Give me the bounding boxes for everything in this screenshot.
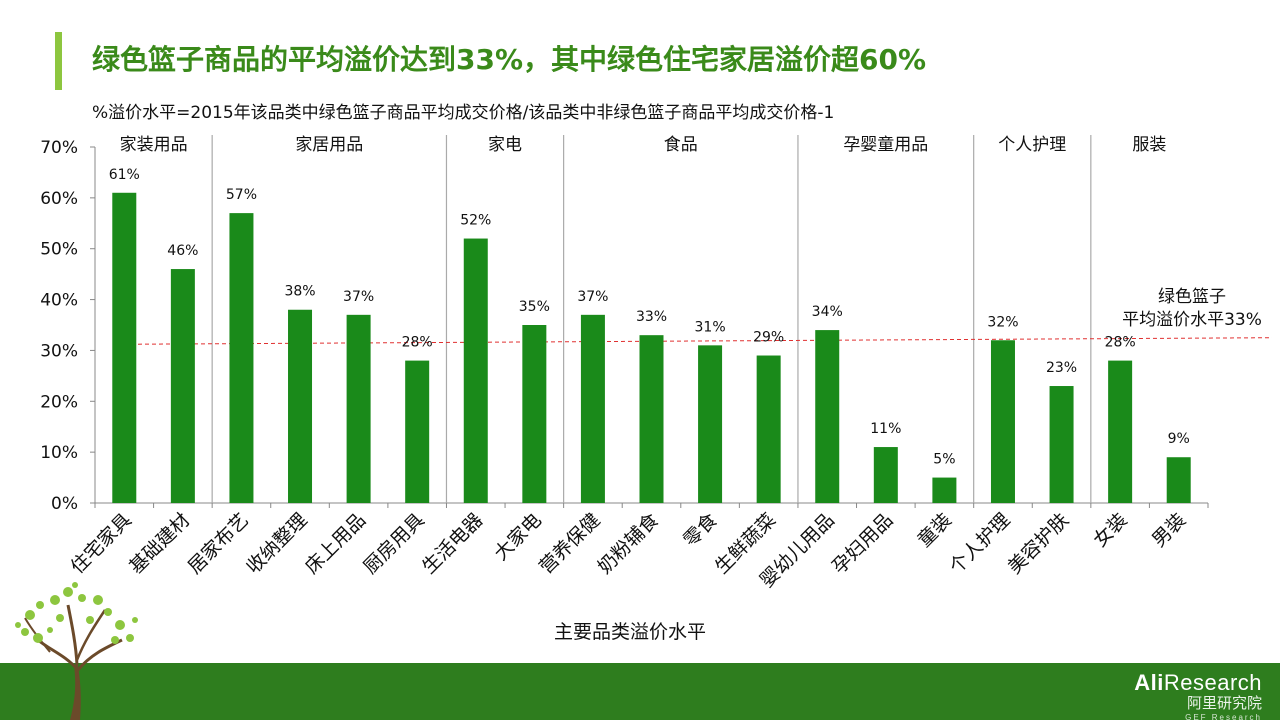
data-label: 11% (870, 421, 901, 437)
logo-sub: GEF Research (1185, 713, 1262, 722)
data-label: 37% (343, 289, 374, 305)
x-tick-label: 床上用品 (301, 509, 370, 578)
bar (346, 314, 371, 503)
page-title: 绿色篮子商品的平均溢价达到33%，其中绿色住宅家居溢价超60% (92, 43, 927, 76)
y-tick-label: 20% (40, 392, 78, 412)
x-tick-label: 男装 (1148, 509, 1190, 551)
group-label: 孕婴童用品 (843, 135, 928, 155)
data-label: 28% (1105, 335, 1136, 351)
group-label: 食品 (664, 135, 698, 155)
x-tick-label: 孕妇用品 (828, 509, 897, 578)
x-tick-label: 基础建材 (125, 509, 194, 578)
tree-logo-icon (15, 582, 138, 720)
y-tick-label: 0% (51, 494, 78, 514)
x-tick-label: 营养保健 (535, 509, 604, 578)
bar (112, 192, 137, 503)
data-label: 57% (226, 187, 257, 203)
data-label: 31% (695, 319, 726, 335)
x-tick-label: 美容护肤 (1004, 509, 1073, 578)
group-label: 服装 (1132, 135, 1166, 155)
data-label: 5% (933, 452, 955, 468)
data-label: 9% (1168, 431, 1190, 447)
data-label: 33% (636, 309, 667, 325)
bar (1108, 360, 1133, 503)
bar (639, 335, 664, 503)
data-label: 35% (519, 299, 550, 315)
data-label: 28% (402, 335, 433, 351)
y-tick-label: 50% (40, 240, 78, 260)
data-label: 37% (577, 289, 608, 305)
bar (698, 345, 723, 503)
data-label: 23% (1046, 360, 1077, 376)
data-label: 38% (284, 284, 315, 300)
x-tick-label: 住宅家具 (67, 509, 136, 578)
bar (990, 340, 1015, 503)
page-subtitle: %溢价水平=2015年该品类中绿色篮子商品平均成交价格/该品类中非绿色篮子商品平… (92, 103, 835, 123)
y-tick-label: 70% (40, 138, 78, 158)
bar (873, 447, 898, 503)
x-tick-label: 女装 (1089, 509, 1131, 551)
logo-brand-rest: Research (1163, 670, 1262, 695)
bar (756, 355, 781, 503)
x-tick-label: 个人护理 (945, 509, 1014, 578)
bar (405, 360, 430, 503)
x-tick-label: 奶粉辅食 (594, 509, 663, 578)
y-tick-label: 40% (40, 291, 78, 311)
x-tick-label: 厨房用具 (359, 509, 428, 578)
logo-brand-bold: Ali (1134, 670, 1164, 695)
bar (229, 213, 254, 503)
bar (170, 269, 195, 503)
average-label-line2: 平均溢价水平33% (1122, 310, 1262, 330)
x-axis-title: 主要品类溢价水平 (554, 621, 706, 643)
group-label: 家装用品 (120, 135, 188, 155)
title-accent-bar (55, 32, 62, 90)
x-tick-label: 童装 (913, 509, 955, 551)
bar (1166, 457, 1191, 503)
x-tick-label: 收纳整理 (242, 509, 311, 578)
bar (815, 330, 840, 503)
data-label: 61% (109, 167, 140, 183)
data-label: 46% (167, 243, 198, 259)
data-label: 52% (460, 213, 491, 229)
y-tick-label: 60% (40, 189, 78, 209)
x-tick-label: 生活电器 (418, 509, 487, 578)
y-tick-label: 30% (40, 341, 78, 361)
bar (463, 238, 488, 504)
logo-cn: 阿里研究院 (1186, 695, 1262, 712)
data-label: 34% (812, 304, 843, 320)
x-tick-label: 零食 (679, 509, 721, 551)
footer-band (0, 663, 1280, 720)
data-label: 32% (987, 314, 1018, 330)
group-label: 家居用品 (295, 135, 363, 155)
average-label-line1: 绿色篮子 (1158, 287, 1226, 307)
data-label: 29% (753, 330, 784, 346)
bar (522, 325, 547, 503)
bar (1049, 386, 1074, 503)
aliresearch-logo: AliResearch 阿里研究院 GEF Research (1134, 670, 1262, 722)
group-label: 个人护理 (998, 135, 1066, 155)
group-label: 家电 (488, 135, 522, 155)
x-tick-label: 居家布艺 (184, 509, 253, 578)
bar (580, 314, 605, 503)
y-tick-label: 10% (40, 443, 78, 463)
x-tick-label: 大家电 (490, 509, 546, 565)
bar (932, 477, 957, 503)
bar (288, 309, 313, 503)
